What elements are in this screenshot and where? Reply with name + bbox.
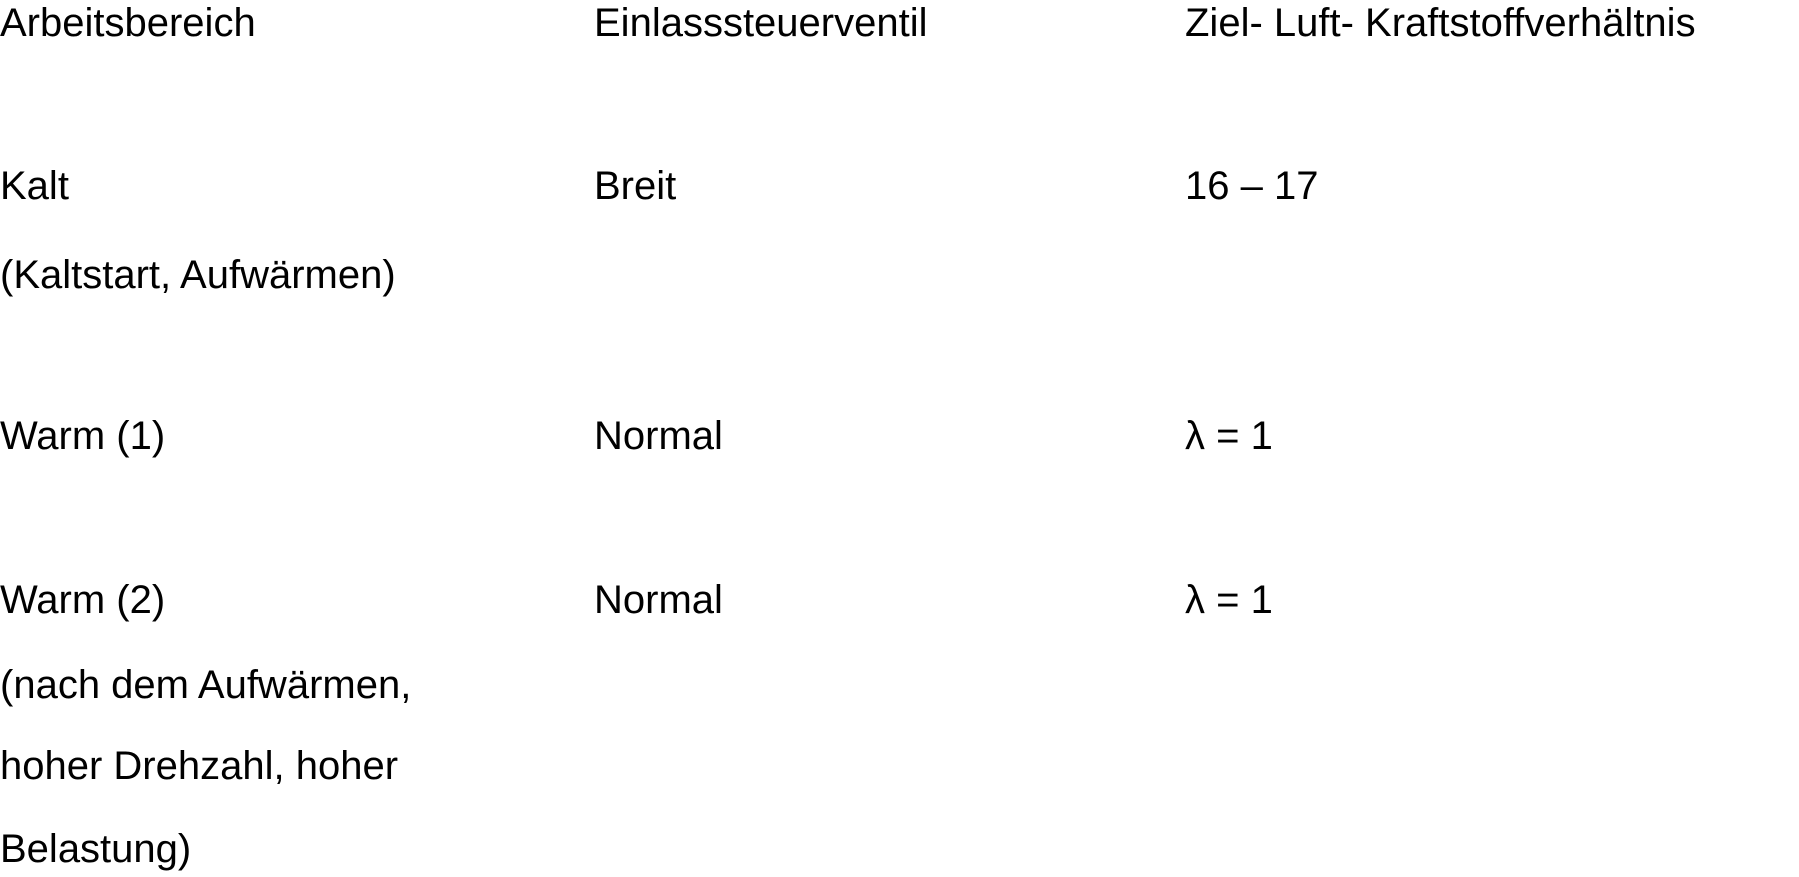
bereich-line: (Kaltstart, Aufwärmen) — [0, 252, 396, 298]
bereich-line: Warm (2) — [0, 577, 165, 623]
bereich-line: (nach dem Aufwärmen, — [0, 662, 411, 708]
verhaeltnis-value: λ = 1 — [1185, 413, 1273, 459]
ventil-value: Normal — [594, 413, 723, 459]
header-arbeitsbereich: Arbeitsbereich — [0, 0, 256, 46]
verhaeltnis-value: 16 – 17 — [1185, 163, 1318, 209]
bereich-line: Belastung) — [0, 826, 191, 872]
header-einlasssteuerventil: Einlasssteuerventil — [594, 0, 928, 46]
ventil-value: Normal — [594, 577, 723, 623]
bereich-line: Warm (1) — [0, 413, 165, 459]
bereich-line: Kalt — [0, 163, 69, 209]
bereich-line: hoher Drehzahl, hoher — [0, 743, 398, 789]
ventil-value: Breit — [594, 163, 676, 209]
verhaeltnis-value: λ = 1 — [1185, 577, 1273, 623]
header-ziel-verhaeltnis: Ziel- Luft- Kraftstoffverhältnis — [1185, 0, 1696, 46]
